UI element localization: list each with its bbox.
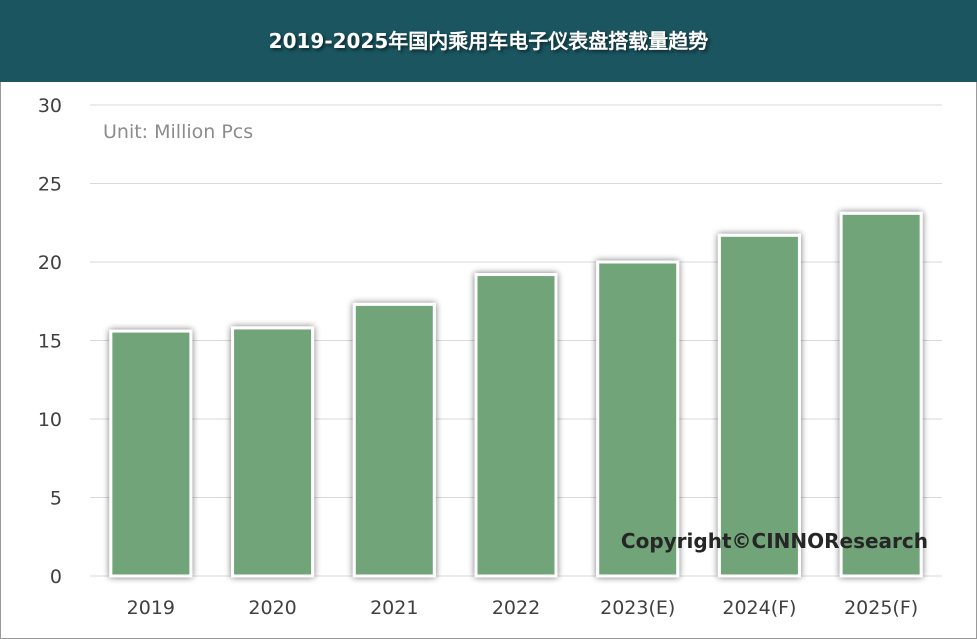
bars [109,211,923,578]
copyright-label: Copyright©CINNOResearch [621,529,928,553]
unit-label: Unit: Million Pcs [103,121,253,143]
bar-2023(E) [596,260,680,578]
bar-2022 [474,273,558,578]
y-tick-label: 30 [38,95,62,117]
bar-2019 [109,329,193,578]
bar-2024(F) [717,233,801,578]
chart-title: 2019-2025年国内乘用车电子仪表盘搭载量趋势 [268,29,709,53]
y-tick-label: 25 [38,174,62,196]
x-tick-label: 2019 [127,597,175,619]
bar-2020 [231,326,315,578]
y-tick-label: 20 [38,252,62,274]
y-tick-label: 5 [50,488,62,510]
bar-2021 [352,302,436,578]
title-bar [0,0,977,82]
x-tick-label: 2024(F) [722,597,796,619]
x-tick-label: 2021 [370,597,418,619]
y-tick-label: 15 [38,331,62,353]
x-tick-label: 2025(F) [844,597,918,619]
x-axis-ticks: 2019 2020 2021 2022 2023(E) 2024(F) 2025(F) [127,597,919,619]
y-tick-label: 10 [38,409,62,431]
y-tick-label: 0 [50,566,62,588]
x-tick-label: 2020 [248,597,296,619]
bar-2025(F) [839,211,923,578]
y-axis-ticks: 0 5 10 15 20 25 30 [38,95,62,588]
x-tick-label: 2023(E) [600,597,675,619]
x-tick-label: 2022 [492,597,540,619]
